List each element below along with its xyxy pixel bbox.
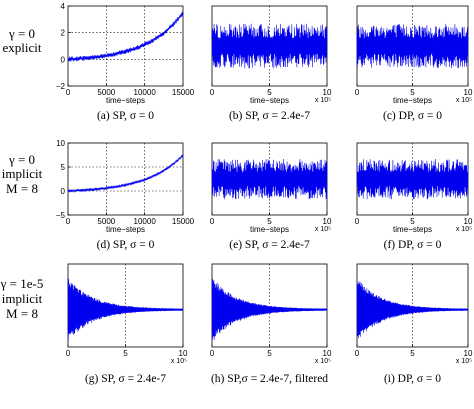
x-tick-label: 5 [267,217,272,226]
x-axis-label: time−steps [393,225,432,234]
row-label-2-line-1: γ = 0 [8,152,35,167]
row-label-1-line-1: γ = 0 [8,26,35,41]
x-tick-label: 0 [66,88,71,97]
x-tick-label: 5 [410,349,415,358]
x-multiplier: x 10⁵ [456,358,472,365]
panel-caption: (c) DP, σ = 0 [383,110,442,122]
x-tick-label: 0 [210,88,215,97]
y-tick-label: 4 [61,2,66,11]
x-tick-label: 5 [267,349,272,358]
x-tick-label: 0 [355,217,360,226]
panel-caption: (i) DP, σ = 0 [384,373,441,385]
panel-e: 0 5 10 time−steps x 10⁵ (e) SP, σ = 2.4e-7 [210,142,332,251]
row-label-3-line-2: implicit [2,291,43,306]
y-tick-label: −2 [56,82,66,91]
x-tick-label: 10 [464,88,473,97]
x-tick-label: 10000 [134,217,157,226]
panel-caption: (h) SP,σ = 2.4e-7, filtered [211,373,328,385]
x-tick-label: 0 [355,349,360,358]
series-line [67,11,184,62]
row-label-3-line-3: M = 8 [6,306,38,321]
series-line [356,23,469,69]
x-axis-label: time−steps [106,225,145,234]
x-multiplier: x 10⁵ [456,226,472,233]
y-tick-label: 0 [61,55,66,64]
x-multiplier: x 10⁵ [456,97,472,104]
row-label-1-line-2: explicit [3,40,42,55]
x-tick-label: 10 [323,349,332,358]
plot-frame [67,5,184,87]
panel-caption: (d) SP, σ = 0 [97,239,155,251]
panel-caption: (b) SP, σ = 2.4e-7 [229,110,310,122]
x-axis-label: time−steps [250,225,289,234]
row-label-2-line-3: M = 8 [6,181,38,196]
series-line [211,158,328,200]
x-multiplier: x 10⁵ [315,226,331,233]
x-axis-label: time−steps [106,96,145,105]
x-tick-label: 0 [355,88,360,97]
series-line [356,158,469,200]
y-tick-label: 10 [56,139,65,148]
x-axis-label: time−steps [250,96,289,105]
panel-g: 0 5 10x 10⁵ (g) SP, σ = 2.4e-7 [66,263,188,385]
x-tick-label: 5 [267,88,272,97]
x-tick-label: 5000 [97,217,115,226]
x-tick-label: 5 [410,88,415,97]
series-line [67,154,184,193]
plot-frame [67,142,184,216]
x-tick-label: 10 [323,88,332,97]
panel-caption: (f) DP, σ = 0 [384,239,442,251]
x-tick-label: 15000 [172,88,195,97]
x-tick-label: 10 [464,217,473,226]
x-multiplier: x 10⁵ [315,358,331,365]
x-tick-label: 0 [210,217,215,226]
x-tick-label: 5000 [97,88,115,97]
panel-caption: (g) SP, σ = 2.4e-7 [85,373,166,385]
panel-c: 0 5 10 time−steps x 10⁵ (c) DP, σ = 0 [355,5,473,122]
series-line [211,278,328,341]
y-tick-label: −5 [56,211,66,220]
row-label-2-line-2: implicit [2,166,43,181]
x-axis-label: time−steps [393,96,432,105]
x-tick-label: 10000 [134,88,157,97]
x-tick-label: 10 [464,349,473,358]
x-tick-label: 0 [66,349,71,358]
y-tick-label: 0 [61,187,66,196]
y-tick-label: 5 [61,163,66,172]
panel-b: 0 5 10 time−steps x 10⁵ (b) SP, σ = 2.4e-7 [210,5,332,122]
x-tick-label: 5 [123,349,128,358]
x-tick-label: 0 [66,217,71,226]
series-line [67,278,184,341]
x-multiplier: x 10⁵ [171,358,187,365]
series-line [211,23,328,69]
series-line [356,280,469,339]
panel-f: 0 5 10 time−steps x 10⁵ (f) DP, σ = 0 [355,142,473,251]
x-multiplier: x 10⁵ [315,97,331,104]
x-tick-label: 10 [323,217,332,226]
panel-caption: (a) SP, σ = 0 [97,110,154,122]
x-tick-label: 15000 [172,217,195,226]
panel-i: 0 5 10x 10⁵ (i) DP, σ = 0 [355,263,473,385]
x-tick-label: 0 [210,349,215,358]
x-tick-label: 10 [179,349,188,358]
y-tick-label: 2 [61,29,66,38]
row-label-3-line-1: γ = 1e-5 [0,276,43,291]
panel-h: 0 5 10x 10⁵ (h) SP,σ = 2.4e-7, filtered [210,263,332,385]
panel-caption: (e) SP, σ = 2.4e-7 [229,239,310,251]
x-tick-label: 5 [410,217,415,226]
